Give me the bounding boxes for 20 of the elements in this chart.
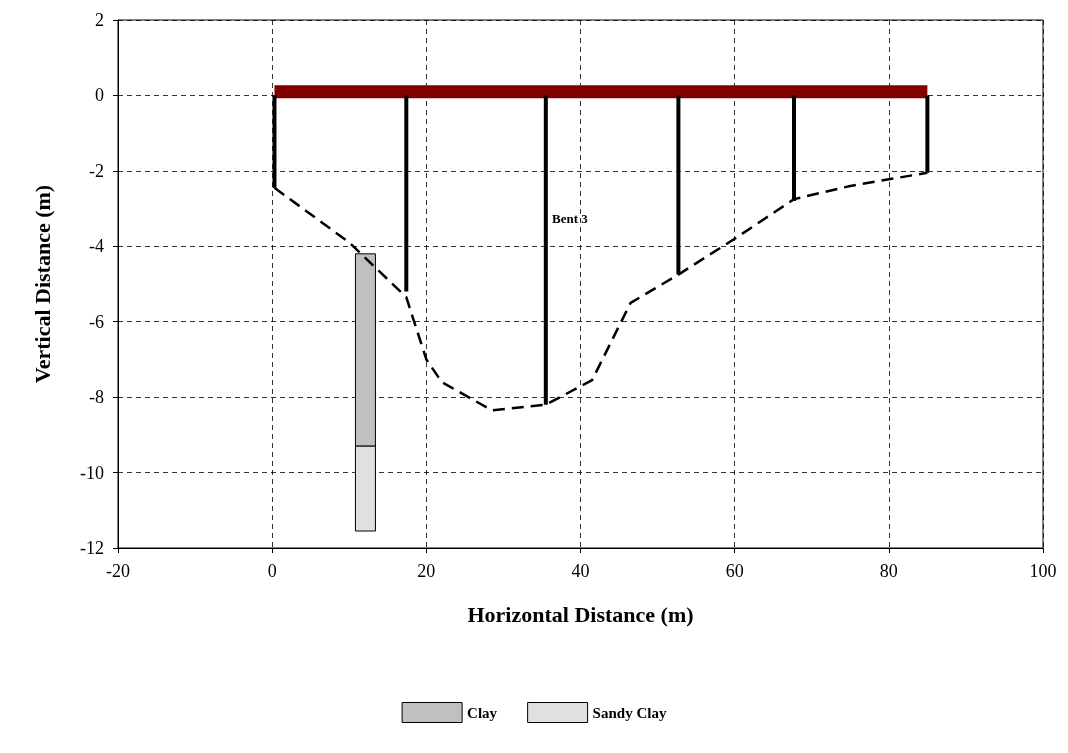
- legend-label: Clay: [467, 704, 498, 721]
- x-axis-title: Horizontal Distance (m): [467, 601, 694, 627]
- y-tick-label: -2: [89, 160, 104, 181]
- y-tick-label: -4: [89, 236, 104, 257]
- x-tick-label: 80: [879, 561, 898, 581]
- y-tick-label: 2: [95, 10, 104, 30]
- y-tick-label: 0: [95, 85, 104, 106]
- y-tick-label: -10: [80, 462, 104, 483]
- x-tick-label: -20: [106, 561, 130, 581]
- y-tick-label: -6: [89, 311, 104, 332]
- legend-label: Sandy Clay: [592, 704, 667, 721]
- y-tick-label: -12: [80, 538, 104, 558]
- annotation: Bent 3: [552, 211, 589, 226]
- x-tick-label: 60: [725, 561, 744, 581]
- y-axis-title: Vertical Distance (m): [29, 184, 55, 384]
- x-tick-label: 40: [571, 561, 590, 581]
- y-tick-label: -8: [89, 387, 104, 408]
- x-tick-label: 20: [417, 561, 436, 581]
- x-tick-label: 0: [267, 561, 277, 581]
- x-tick-label: 100: [1029, 561, 1057, 581]
